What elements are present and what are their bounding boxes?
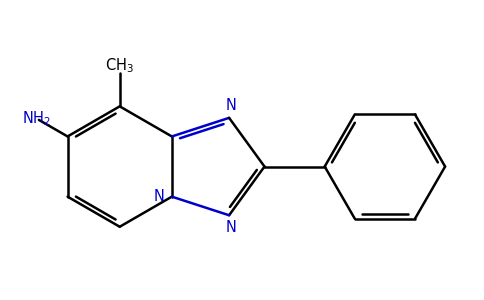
Text: N: N: [154, 189, 165, 204]
Text: NH$_2$: NH$_2$: [22, 109, 51, 128]
Text: CH$_3$: CH$_3$: [105, 57, 134, 75]
Text: N: N: [226, 98, 237, 113]
Text: N: N: [226, 220, 237, 235]
